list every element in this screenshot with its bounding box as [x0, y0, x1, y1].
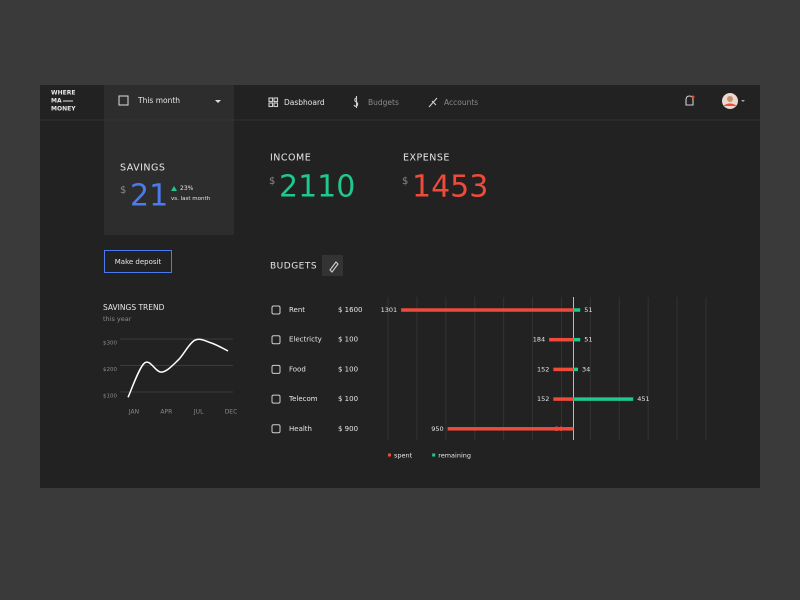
notifications[interactable] [685, 95, 695, 106]
chart-subtitle: this year [103, 315, 132, 323]
category-icon [271, 364, 281, 374]
bar [553, 397, 574, 401]
income-amount: 2110 [279, 170, 355, 205]
notification-dot [691, 95, 695, 99]
expense-amount: 1453 [412, 170, 488, 205]
edit-budgets-button[interactable] [322, 255, 343, 276]
bar [573, 337, 581, 342]
income-label: INCOME [270, 153, 311, 164]
avatar[interactable] [722, 93, 745, 109]
value-label: 451 [637, 395, 649, 403]
period-selector[interactable]: This month [118, 95, 221, 106]
category-icon [271, 424, 281, 434]
currency: $ [120, 185, 126, 196]
savings-change: 23% [180, 185, 194, 192]
brand-line: MA [51, 98, 62, 105]
brand-line: MONEY [51, 106, 76, 113]
budget-amount: $ 100 [338, 365, 358, 373]
value-label: 184 [533, 336, 545, 344]
value-label: 51 [584, 336, 592, 344]
deposit-button[interactable]: Make deposit [104, 250, 172, 273]
bar [573, 308, 581, 312]
button-bg [322, 255, 343, 276]
bell-icon [685, 95, 694, 106]
trend-line [127, 338, 229, 398]
avatar-face [727, 96, 733, 102]
avatar-caret [741, 100, 745, 102]
x-tick-label: DEC [225, 409, 238, 416]
bar [553, 367, 574, 372]
savings-label: SAVINGS [120, 163, 165, 174]
legend-label: remaining [438, 452, 471, 460]
avatar-shirt [723, 103, 737, 106]
nav-item: Accounts [444, 98, 478, 107]
budget-amount: $ 900 [338, 425, 358, 433]
budget-amount: $ 1600 [338, 306, 363, 314]
bar [447, 427, 574, 431]
value-label: 152 [537, 365, 549, 373]
caret [215, 100, 221, 103]
up-arrow [171, 186, 177, 191]
grid-icon [273, 97, 279, 103]
value-label: -50 [552, 425, 563, 433]
nav-budgets[interactable]: Budgets [353, 96, 399, 108]
grid-icon [268, 97, 274, 103]
currency: $ [269, 176, 275, 187]
budget-amount: $ 100 [338, 336, 358, 344]
value-label: 34 [582, 365, 590, 373]
bar [573, 397, 634, 401]
bar [549, 337, 574, 342]
y-tick-label: $300 [103, 341, 117, 347]
nav-accounts[interactable]: Accounts [428, 97, 478, 108]
rocket-icon [428, 97, 438, 108]
category-icon [271, 305, 281, 315]
bar [401, 308, 574, 312]
category-label: Food [289, 365, 306, 373]
category-icon [271, 394, 281, 404]
value-label: 950 [431, 425, 443, 433]
category-label: Rent [289, 306, 305, 314]
y-tick-label: $200 [103, 367, 117, 373]
chart-title: BUDGETS [270, 262, 317, 272]
grid-icon [268, 102, 274, 108]
legend-swatch [388, 453, 391, 457]
button-label: Make deposit [115, 258, 162, 266]
savings-amount: 21 [130, 179, 168, 214]
category-label: Electricty [289, 336, 322, 344]
grid-icon [273, 102, 279, 108]
y-tick-label: $100 [103, 394, 117, 400]
nav-item: Budgets [368, 98, 399, 107]
button-border [104, 250, 172, 273]
nav-dashboard[interactable]: Dasbhoard [268, 97, 325, 108]
category-label: Telecom [288, 395, 318, 403]
value-label: 1301 [381, 306, 398, 314]
category-icon [271, 335, 281, 345]
x-tick-label: JUL [193, 409, 204, 416]
pencil-icon [329, 261, 339, 273]
legend-swatch [432, 453, 436, 457]
period-label: This month [137, 96, 180, 105]
expense-label: EXPENSE [403, 153, 450, 164]
nav-item: Dasbhoard [284, 98, 325, 107]
currency: $ [402, 176, 408, 187]
brand-line: WHERE [51, 90, 75, 97]
budget-amount: $ 100 [338, 395, 358, 403]
value-label: 152 [537, 395, 549, 403]
sidebar-panel [104, 85, 234, 235]
category-label: Health [289, 425, 312, 433]
x-tick-label: JAN [128, 409, 139, 416]
bar [566, 427, 574, 431]
savings-change-note: vs. last month [171, 196, 211, 202]
dollar-icon [353, 96, 359, 108]
calendar-icon [118, 95, 129, 106]
bar [573, 367, 579, 372]
x-tick-label: APR [160, 409, 172, 416]
legend-label: spent [394, 452, 413, 460]
chart-title: SAVINGS TREND [103, 303, 165, 312]
value-label: 51 [584, 306, 592, 314]
